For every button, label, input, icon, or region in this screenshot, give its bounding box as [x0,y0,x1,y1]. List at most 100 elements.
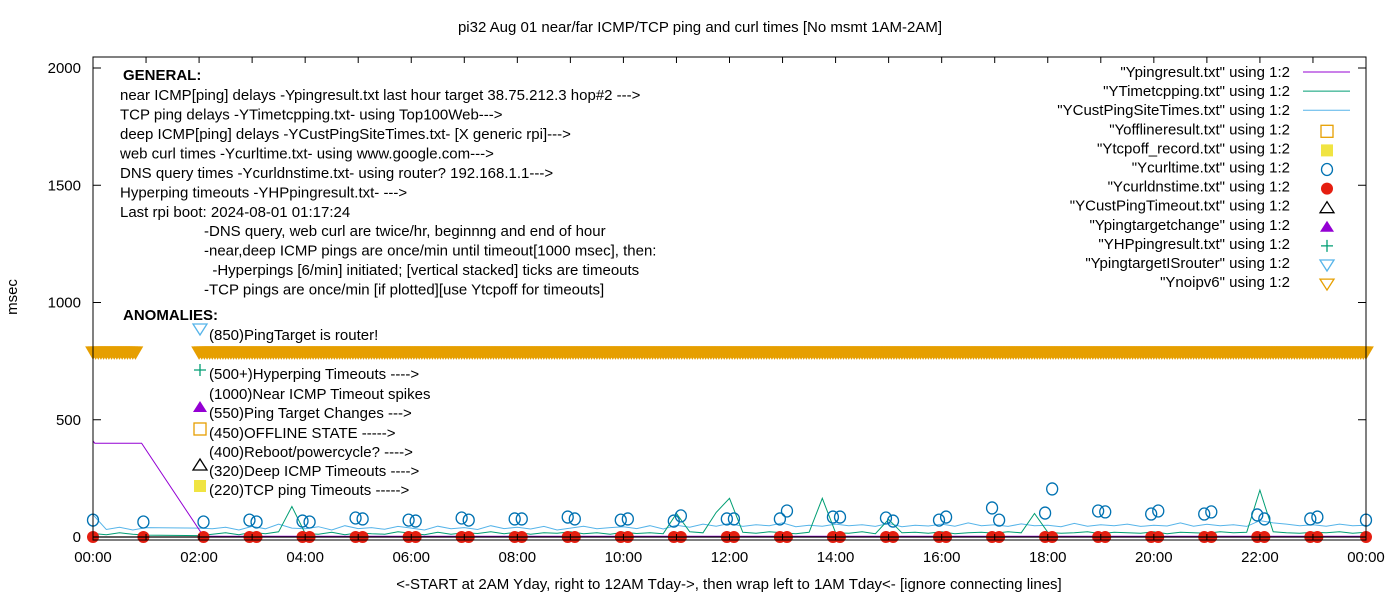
legend-marker-sample [1318,200,1336,214]
anomaly-marker [194,480,206,492]
general-heading: GENERAL: [123,67,201,84]
y-tick-label: 2000 [48,60,81,77]
legend-label: "Ynoipv6" using 1:2 [1160,274,1290,291]
legend-label: "Ycurltime.txt" using 1:2 [1132,160,1290,177]
curl-point [833,510,847,524]
legend-marker-sample-stroke [1321,239,1333,252]
curl-point [409,514,422,528]
anomaly-label: (500+)Hyperping Timeouts ----> [209,366,419,383]
y-tick-label: 1000 [48,295,81,312]
legend-marker-sample [1321,239,1333,252]
curl-point [1258,512,1271,526]
x-tick-label: 00:00 [74,549,112,566]
anomalies-heading: ANOMALIES: [123,307,218,324]
curl-point [614,513,627,527]
general-line: Hyperping timeouts -YHPpingresult.txt- -… [120,185,407,202]
curl-point [621,512,634,526]
curl-point [674,509,688,523]
curl-point [886,514,900,528]
general-line: Last rpi boot: 2024-08-01 01:17:24 [120,204,350,221]
general-note: -TCP pings are once/min [if plotted][use… [204,282,604,299]
curl-point [1046,482,1059,496]
curl-point [1145,507,1158,521]
curl-point [773,512,787,526]
anomaly-marker-stroke [194,364,206,376]
legend-label: "Ypingresult.txt" using 1:2 [1120,64,1290,81]
anomaly-label: (220)TCP ping Timeouts -----> [209,482,409,499]
anomaly-label: (450)OFFLINE STATE -----> [209,425,396,442]
legend-label: "Yofflineresult.txt" using 1:2 [1109,121,1290,138]
curl-point [879,511,893,525]
curl-point [1099,505,1112,519]
curl-point [1311,510,1324,524]
curl-point [349,511,362,525]
legend-label: "YCustPingSiteTimes.txt" using 1:2 [1057,102,1290,119]
x-tick-label: 22:00 [1241,549,1279,566]
curl-point [402,513,415,527]
x-tick-label: 16:00 [923,549,961,566]
x-tick-label: 14:00 [817,549,855,566]
x-tick-label: 08:00 [499,549,537,566]
curl-series [86,482,1373,529]
anomaly-label: (320)Deep ICMP Timeouts ----> [209,463,419,480]
legend-label: "Ycurldnstime.txt" using 1:2 [1108,179,1290,196]
anomaly-marker [193,401,207,412]
legend-marker-sample [1321,182,1333,195]
annotation-layer: GENERAL: ANOMALIES: near ICMP[ping] dela… [119,67,656,499]
legend-marker-sample [1320,162,1334,177]
curl-point [455,511,468,525]
curl-point [720,512,733,526]
general-note: -DNS query, web curl are twice/hr, begin… [204,223,606,240]
y-tick-label: 0 [73,529,81,546]
curl-point [197,515,210,529]
x-tick-label: 02:00 [180,549,218,566]
x-tick-label: 20:00 [1135,549,1173,566]
legend-marker-sample [1321,144,1333,157]
curl-point [1091,504,1105,518]
curl-point [1038,506,1052,520]
near-ping-line [92,440,1366,537]
anomaly-marker [194,364,206,376]
general-line: DNS query times -Ycurldnstime.txt- using… [120,165,553,182]
curl-point [515,512,528,526]
anomaly-label: (550)Ping Target Changes ---> [209,405,412,422]
general-line: TCP ping delays -YTimetcpping.txt- using… [120,107,503,124]
x-axis-label: <-START at 2AM Yday, right to 12AM Tday-… [396,576,1061,593]
x-tick-label: 06:00 [392,549,430,566]
legend-label: "Ypingtargetchange" using 1:2 [1089,217,1290,234]
x-tick-label: 04:00 [286,549,324,566]
legend-label: "Ytcpoff_record.txt" using 1:2 [1097,140,1290,157]
anomaly-marker [191,457,209,471]
curl-point [932,513,946,527]
curl-point [462,513,475,527]
curl-point [568,512,581,526]
curl-point [137,515,150,529]
curl-point [939,510,953,524]
anomaly-marker [191,323,209,337]
curl-point [1205,505,1218,519]
x-tick-label: 12:00 [711,549,749,566]
noipv6-point [127,346,144,360]
curl-point [985,501,999,515]
x-tick-label: 10:00 [605,549,643,566]
curl-point [780,504,794,518]
y-tick-label: 500 [56,412,81,429]
curl-point [561,510,574,524]
general-line: near ICMP[ping] delays -Ypingresult.txt … [120,87,641,104]
curl-point [356,512,369,526]
legend: "Ypingresult.txt" using 1:2 "YTimetcpping… [1057,64,1350,292]
cust-ping-line [92,514,1367,531]
curl-point [250,515,263,529]
axes-layer: 00:00 02:00 04:00 06:00 08:00 10:00 12:00 14:00… [48,56,1385,566]
curl-point [727,512,741,526]
noipv6-series [85,346,1374,360]
curl-point [826,510,840,524]
series-layer [85,346,1374,543]
curl-point [303,515,316,529]
legend-label: "YpingtargetISrouter" using 1:2 [1085,255,1290,272]
curl-point [1198,507,1211,521]
anomaly-label: (400)Reboot/powercycle? ----> [209,444,413,461]
x-tick-label: 18:00 [1029,549,1067,566]
anomaly-label: (1000)Near ICMP Timeout spikes [209,386,430,403]
